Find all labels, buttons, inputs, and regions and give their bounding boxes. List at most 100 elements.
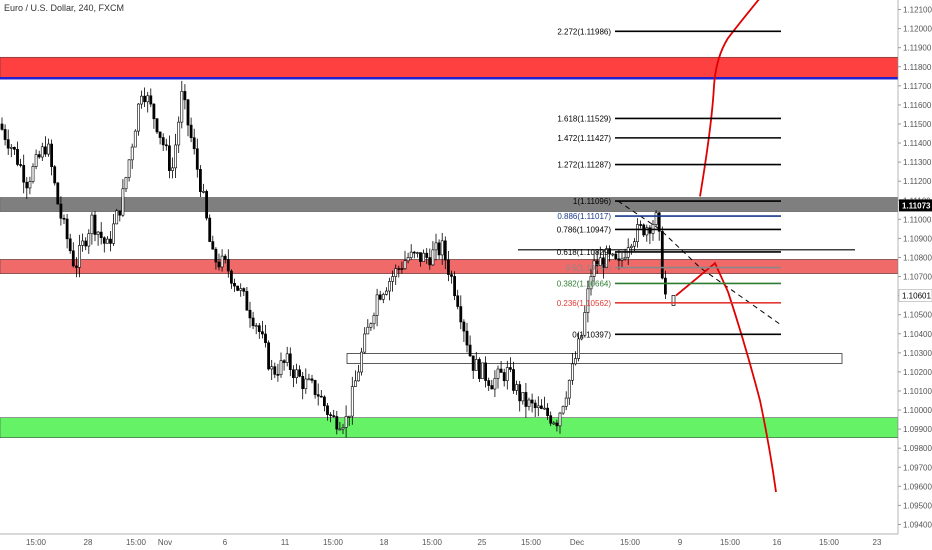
fib-label: 1.472(1.11427)	[557, 134, 611, 143]
y-tick-label: 1.10100	[903, 387, 932, 396]
candle	[307, 378, 311, 381]
current-price-tag	[899, 199, 932, 212]
x-tick-label: Dec	[570, 538, 584, 547]
candle	[564, 397, 568, 407]
candle	[462, 321, 466, 332]
candle	[260, 331, 264, 335]
candle	[496, 368, 500, 379]
candle	[366, 326, 370, 335]
y-tick-label: 1.09500	[903, 501, 932, 510]
candle	[431, 249, 435, 266]
candle	[155, 118, 159, 133]
candle	[211, 241, 215, 250]
candle	[19, 164, 23, 166]
x-tick-label: 15:00	[422, 538, 443, 547]
candle	[617, 258, 621, 261]
candle	[50, 143, 54, 167]
candle	[645, 227, 649, 236]
candle	[611, 253, 615, 256]
candle	[109, 238, 112, 244]
candle	[350, 386, 354, 417]
candle	[31, 166, 35, 182]
bullish-projection-path	[699, 0, 760, 197]
candle	[16, 149, 19, 165]
x-tick-label: 15:00	[620, 538, 641, 547]
candle	[267, 342, 271, 370]
candle	[636, 224, 639, 242]
candle	[285, 353, 289, 363]
y-tick-label: 1.10900	[903, 234, 932, 243]
candle	[164, 144, 168, 147]
candle	[394, 268, 398, 277]
candle	[648, 227, 652, 234]
candle	[220, 255, 224, 268]
candle	[288, 353, 292, 370]
candle	[13, 147, 16, 150]
y-tick-label: 1.09400	[903, 520, 932, 529]
x-tick-label: 11	[281, 538, 290, 547]
y-tick-label: 1.10300	[903, 349, 932, 358]
candle	[62, 217, 66, 220]
candle	[127, 159, 131, 178]
candle	[102, 237, 106, 244]
candle	[214, 248, 218, 263]
x-tick-label: 23	[873, 538, 882, 547]
candle	[239, 288, 243, 291]
candle	[291, 369, 295, 378]
candle	[419, 252, 422, 262]
candle	[490, 385, 494, 390]
x-tick-label: 6	[223, 538, 228, 547]
candle	[502, 372, 506, 382]
candle	[53, 166, 57, 184]
candle	[518, 384, 522, 402]
candle	[0, 123, 4, 130]
candle	[332, 415, 336, 417]
resistance-zone-grey	[0, 197, 899, 212]
y-tick-label: 1.11700	[903, 82, 932, 91]
candle	[654, 212, 658, 225]
candle	[279, 360, 283, 375]
chart-title: Euro / U.S. Dollar, 240, FXCM	[4, 3, 125, 13]
candle	[459, 306, 463, 323]
last-candle	[671, 295, 676, 306]
candle	[248, 309, 252, 319]
candle	[78, 245, 81, 268]
candle	[363, 333, 367, 353]
x-tick-label: 15:00	[819, 538, 840, 547]
candle	[71, 250, 75, 267]
candle	[242, 288, 246, 292]
fib-levels: 2.272(1.11986) 1.618(1.11529) 1.472(1.1142…	[557, 27, 781, 339]
fib-label: 0.786(1.10947)	[557, 225, 612, 234]
candle	[437, 242, 441, 256]
y-tick-label: 1.12100	[903, 6, 932, 15]
candle	[329, 414, 333, 416]
price-axis: 1.12100 1.12000 1.11900 1.11800 1.11700 1.116…	[897, 0, 932, 550]
candle	[3, 129, 7, 140]
candle	[99, 231, 103, 239]
x-tick-label: 18	[380, 538, 389, 547]
candle	[208, 217, 212, 242]
candle	[592, 260, 596, 277]
candle	[202, 191, 205, 193]
candle	[453, 276, 457, 297]
candle	[316, 394, 320, 397]
time-axis-bg	[0, 534, 932, 550]
y-tick-label: 1.10800	[903, 253, 932, 262]
candle	[40, 146, 44, 158]
candle	[477, 359, 481, 379]
candle	[512, 369, 515, 391]
candle	[567, 379, 571, 399]
candle	[245, 291, 249, 311]
x-tick-label: 15:00	[126, 538, 147, 547]
last-price-tag	[898, 289, 932, 302]
candle	[574, 358, 577, 365]
candle	[251, 317, 255, 327]
candle	[384, 290, 388, 295]
y-tick-label: 1.11300	[903, 158, 932, 167]
candle	[158, 131, 162, 138]
x-tick-label: 9	[678, 538, 683, 547]
candle	[183, 91, 187, 101]
candle	[608, 248, 612, 255]
candle	[133, 130, 137, 148]
